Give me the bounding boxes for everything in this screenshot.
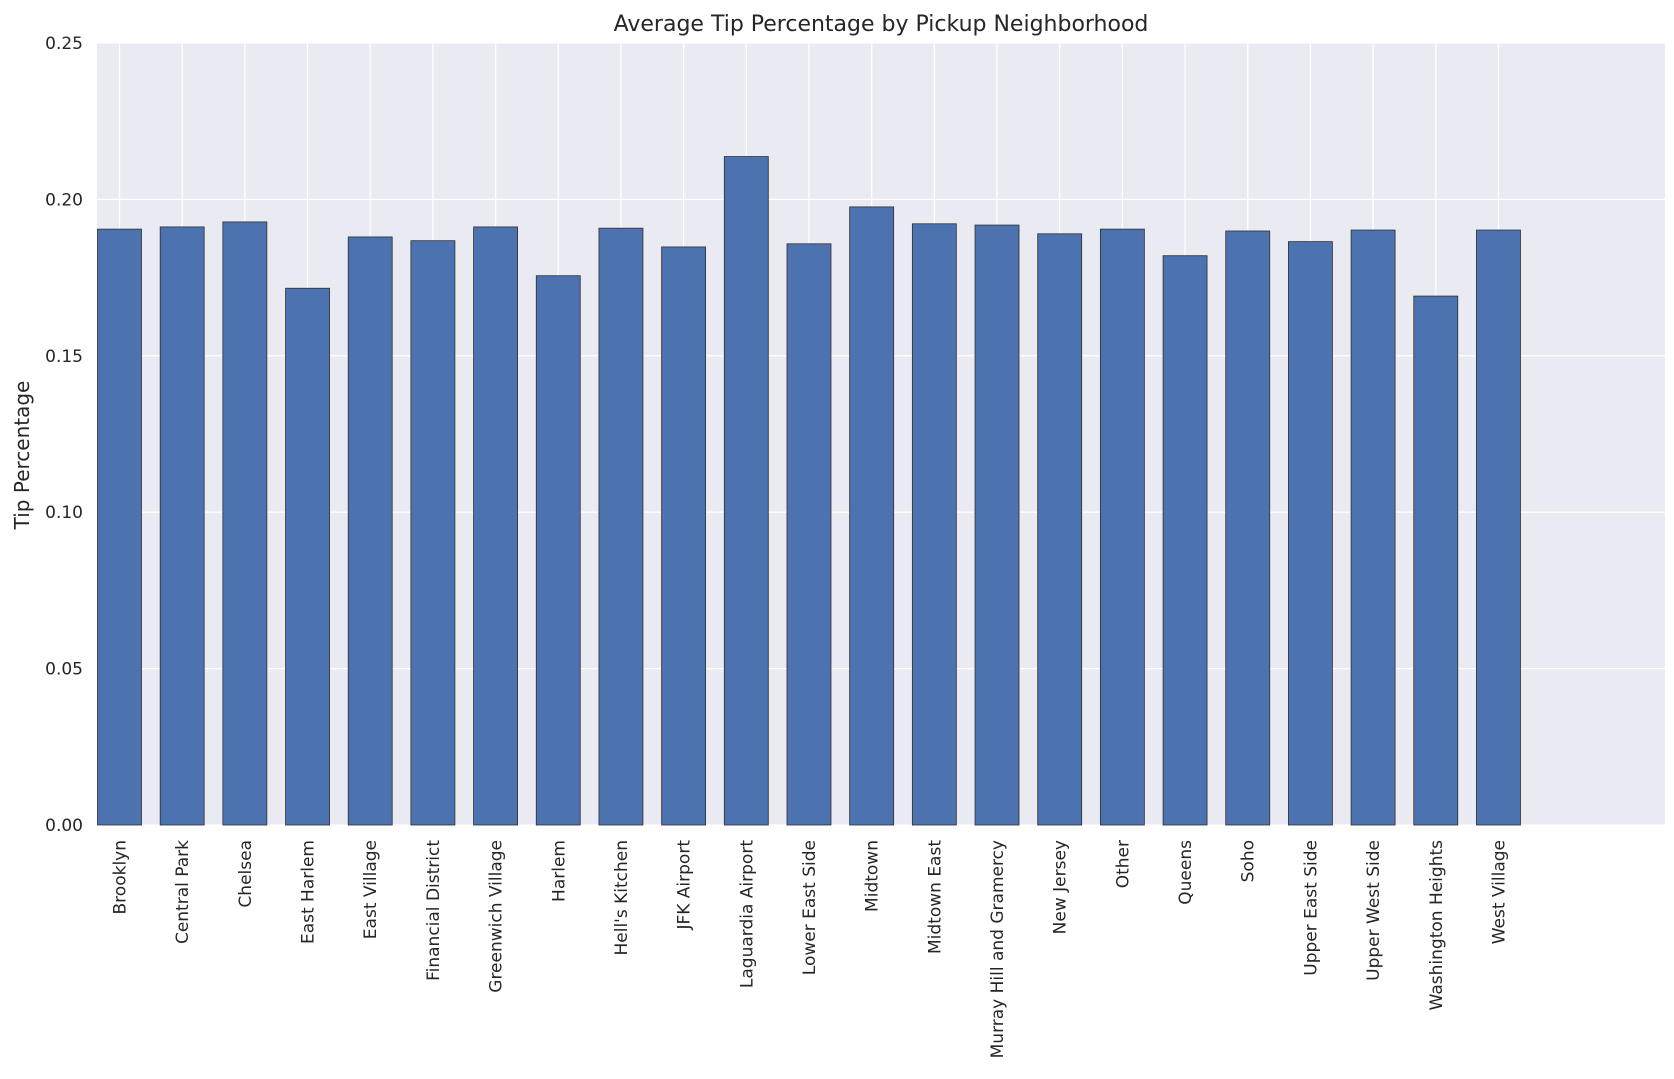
x-tick-label: Midtown East [925, 840, 945, 954]
x-tick-labels: Brooklyn Central Park Chelsea East Harlem Ea… [111, 840, 1510, 1059]
bar [1476, 229, 1521, 826]
x-tick-label: East Harlem [299, 840, 319, 944]
x-tick-label: Upper West Side [1364, 840, 1384, 981]
x-tick-label: Murray Hill and Gramercy [988, 840, 1008, 1058]
bar [911, 223, 957, 826]
x-tick-label: Greenwich Village [487, 840, 507, 993]
x-tick-label: Harlem [549, 840, 569, 902]
x-tick-label: New Jersey [1051, 840, 1071, 934]
bar [661, 246, 707, 826]
x-tick-label: Lower East Side [800, 840, 820, 975]
bar [97, 228, 142, 826]
bar [1225, 230, 1271, 826]
x-tick-label: West Village [1489, 840, 1509, 944]
bar [410, 240, 456, 826]
bar [535, 275, 581, 826]
x-tick-label: Upper East Side [1301, 840, 1321, 976]
x-tick-label: Hell's Kitchen [612, 840, 632, 956]
x-tick-label: Laguardia Airport [737, 840, 757, 988]
bar [974, 224, 1020, 826]
x-tick-label: Brooklyn [111, 840, 131, 914]
bar [849, 206, 895, 826]
x-tick-label: JFK Airport [675, 840, 695, 931]
x-tick-label: Other [1113, 840, 1133, 888]
x-tick-label: Washington Heights [1427, 840, 1447, 1011]
bar [1099, 228, 1145, 826]
y-tick-label: 0.10 [45, 503, 83, 523]
bar [473, 226, 518, 826]
bar [598, 227, 644, 826]
x-tick-label: Soho [1239, 840, 1259, 882]
bar [1288, 241, 1333, 826]
chart-title: Average Tip Percentage by Pickup Neighbo… [614, 12, 1149, 37]
y-tick-label: 0.00 [45, 816, 83, 836]
bar [786, 243, 832, 826]
bar [285, 287, 330, 826]
y-tick-label: 0.20 [45, 190, 83, 210]
bar [347, 236, 393, 826]
bar [1413, 295, 1459, 826]
x-tick-label: Midtown [863, 840, 883, 912]
x-tick-label: Chelsea [236, 840, 256, 908]
bar [159, 226, 205, 826]
y-tick-label: 0.25 [45, 34, 83, 54]
bar [723, 156, 769, 826]
y-tick-label: 0.15 [45, 347, 83, 367]
bars [97, 156, 1521, 826]
y-tick-labels: 0.00 0.05 0.10 0.15 0.20 0.25 [45, 34, 83, 836]
y-tick-label: 0.05 [45, 660, 83, 680]
x-tick-label: Queens [1176, 840, 1196, 905]
bar [1037, 233, 1083, 826]
x-tick-label: Central Park [173, 840, 193, 944]
bar [1350, 229, 1396, 826]
bar [222, 221, 268, 826]
x-tick-label: Financial District [424, 840, 444, 981]
bar [1162, 255, 1208, 826]
x-tick-label: East Village [361, 840, 381, 939]
y-axis-label: Tip Percentage [10, 381, 34, 531]
